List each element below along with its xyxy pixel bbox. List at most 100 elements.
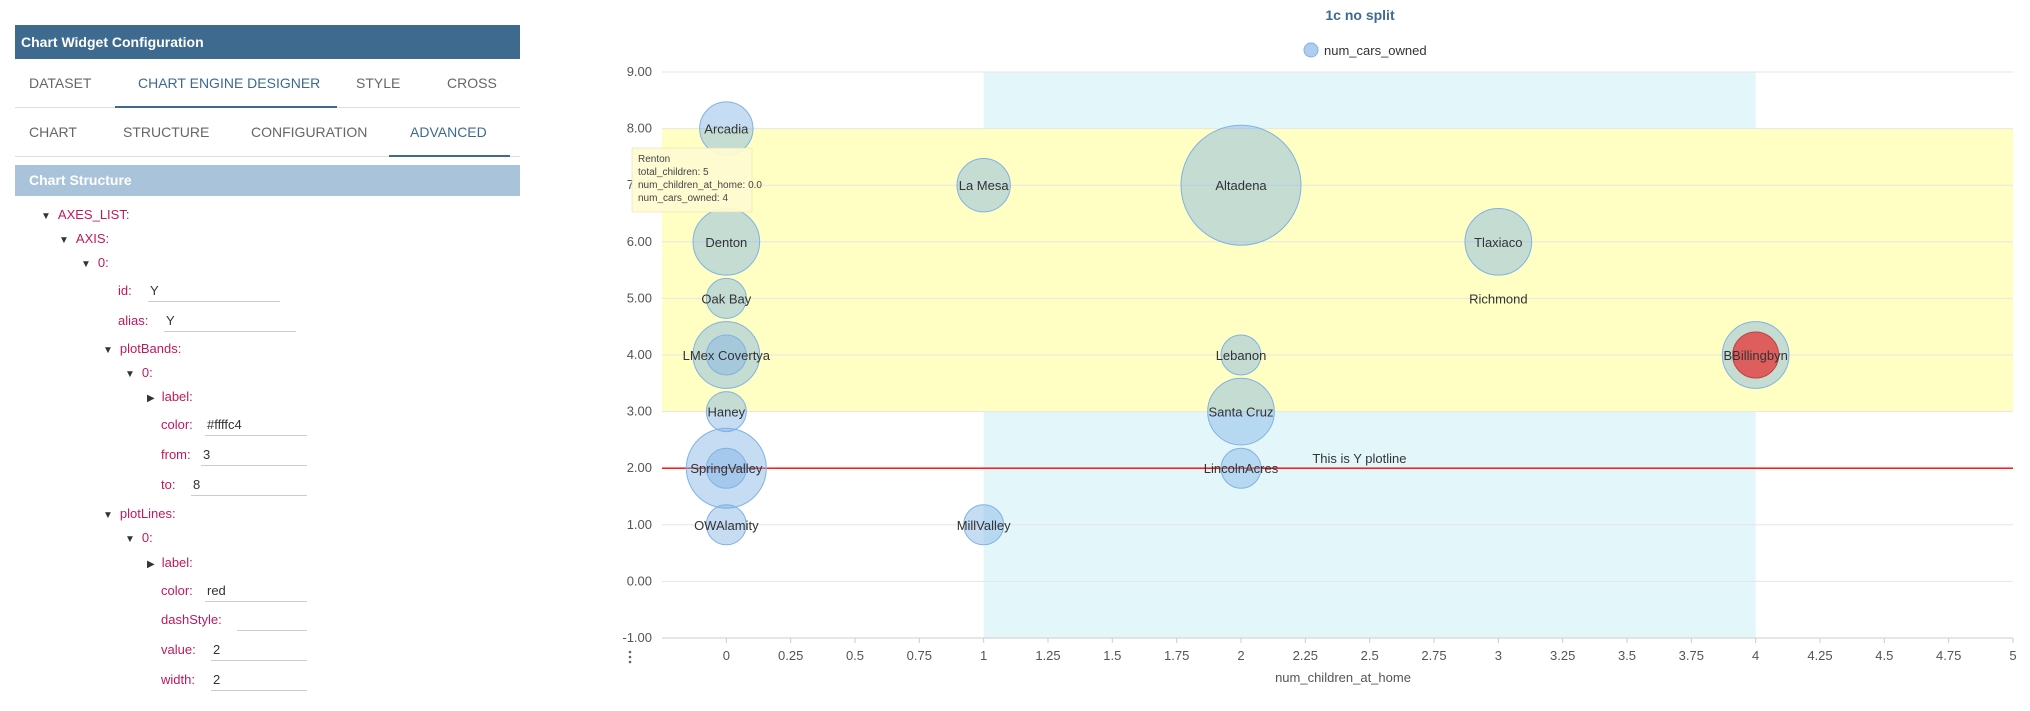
subtab-active-indicator [389,155,510,157]
subtab-chart[interactable]: CHART [29,124,77,140]
tree-plotbands-label[interactable]: ▶ label: [147,389,193,404]
x-tick-label: 1 [980,648,987,663]
tree-plotlines-0[interactable]: ▼ 0: [125,530,153,545]
chart-title: 1c no split [1325,7,1395,23]
bubble-label: Denton [705,235,747,250]
expanded-triangle-icon: ▼ [125,534,135,545]
bubble-label: LincolnAcres [1204,461,1279,476]
x-tick-label: 0.75 [907,648,932,663]
bubble-label: Tlaxiaco [1474,235,1522,250]
x-tick-label: 5 [2009,648,2016,663]
bubble-point[interactable] [705,447,747,489]
pb-to-input[interactable]: 8 [191,475,307,496]
bubble-point[interactable] [1207,377,1275,446]
field-pl-width: width: 2 [161,672,307,691]
bubble-point[interactable] [685,427,767,509]
bubble-chart-svg: 1c no split num_cars_owned -1.00 0.00 1.00… [622,7,2016,685]
annotation-label: Richmond [1469,291,1528,306]
structure-tree: ▼ AXES_LIST: ▼ AXIS: ▼ 0: id: Y alias: Y ▼ plo… [15,25,520,705]
pb-from-input[interactable]: 3 [201,445,307,466]
bubble-label: Lebanon [1216,348,1267,363]
plot-area: -1.000.001.002.003.004.005.006.007.008.0… [622,64,2016,663]
bubble-point[interactable] [705,277,747,319]
bubble-label: OWAlamity [694,518,759,533]
x-tick-label: 1.5 [1103,648,1121,663]
expanded-triangle-icon: ▼ [81,259,91,270]
bubble-point[interactable] [705,391,747,433]
legend-label: num_cars_owned [1324,43,1427,58]
bubble-point[interactable] [692,321,761,389]
bubble-point[interactable] [1220,447,1262,489]
tooltip-line: num_children_at_home: 0.0 [638,180,762,191]
x-tick-label: 3.75 [1679,648,1704,663]
x-tick-label: 4.75 [1936,648,1961,663]
bubble-label: LMex Covertya [683,348,771,363]
bubble-label: MillValley [957,518,1011,533]
subtab-structure[interactable]: STRUCTURE [123,124,210,140]
pb-color-input[interactable]: #ffffc4 [205,415,307,436]
expanded-triangle-icon: ▼ [59,235,69,246]
bubble-point[interactable] [705,504,747,546]
x-tick-label: 0 [723,648,730,663]
y-tick-label: 0.00 [627,573,652,588]
x-tick-label: 3 [1495,648,1502,663]
plot-line-label: This is Y plotline [1312,451,1406,466]
pl-dashstyle-input[interactable] [237,610,307,631]
x-tick-label: 4.25 [1807,648,1832,663]
x-tick-label: 4 [1752,648,1759,663]
y-tick-label: 9.00 [627,64,652,79]
field-pb-from: from: 3 [161,447,307,466]
y-tick-label: 5.00 [627,290,652,305]
bubble-label: Arcadia [704,122,749,137]
tree-plotbands-0[interactable]: ▼ 0: [125,365,153,380]
tooltip-line: total_children: 5 [638,167,709,178]
pl-value-input[interactable]: 2 [211,640,307,661]
bubble-label: Altadena [1215,178,1267,193]
field-alias: alias: Y [118,313,296,332]
tab-chart-engine-designer[interactable]: CHART ENGINE DESIGNER [138,75,321,91]
bubble-point[interactable] [1220,334,1262,376]
pl-color-input[interactable]: red [205,581,307,602]
bubble-point-highlight[interactable] [1732,331,1780,379]
main-tabs: DATASET CHART ENGINE DESIGNER STYLE CROS… [15,59,520,108]
tab-cross[interactable]: CROSS [447,75,497,91]
menu-dots-icon[interactable] [628,650,632,664]
x-tick-label: 2.25 [1293,648,1318,663]
bubble-chart: 1c no split num_cars_owned -1.00 0.00 1.00… [600,0,2030,711]
field-pl-color: color: red [161,583,307,602]
tab-dataset[interactable]: DATASET [29,75,92,91]
bubble-point[interactable] [1464,207,1533,276]
tree-plotlines[interactable]: ▼ plotLines: [103,506,176,521]
y-tick-label: 1.00 [627,517,652,532]
id-input[interactable]: Y [148,281,280,302]
bubble-point[interactable] [1180,124,1302,246]
y-tick-label: 4.00 [627,347,652,362]
x-axis-title: num_children_at_home [1275,670,1411,685]
tree-plotbands[interactable]: ▼ plotBands: [103,341,182,356]
legend[interactable]: num_cars_owned [1303,42,1427,58]
tree-axes-list[interactable]: ▼ AXES_LIST: [41,207,130,222]
y-tick-label: 8.00 [627,121,652,136]
bubble-label: BBillingbyn [1724,348,1788,363]
collapsed-triangle-icon: ▶ [147,559,155,570]
field-id: id: Y [118,283,280,302]
tooltip-line: Renton [638,154,670,165]
bubble-point[interactable] [705,334,747,376]
subtab-advanced[interactable]: ADVANCED [410,124,487,140]
tree-axis-0[interactable]: ▼ 0: [81,255,109,270]
x-tick-label: 2.75 [1421,648,1446,663]
bubble-point[interactable] [956,158,1011,213]
legend-marker-icon [1303,42,1319,58]
bubble-point[interactable] [963,504,1005,546]
field-pb-color: color: #ffffc4 [161,417,307,436]
x-tick-label: 3.25 [1550,648,1575,663]
tab-style[interactable]: STYLE [356,75,401,91]
subtab-configuration[interactable]: CONFIGURATION [251,124,368,140]
tree-axis[interactable]: ▼ AXIS: [59,231,110,246]
alias-input[interactable]: Y [164,311,296,332]
tooltip-line: num_cars_owned: 4 [638,193,728,204]
tree-plotlines-label[interactable]: ▶ label: [147,555,193,570]
x-tick-label: 0.25 [778,648,803,663]
pl-width-input[interactable]: 2 [211,670,307,691]
x-tick-label: 2 [1237,648,1244,663]
